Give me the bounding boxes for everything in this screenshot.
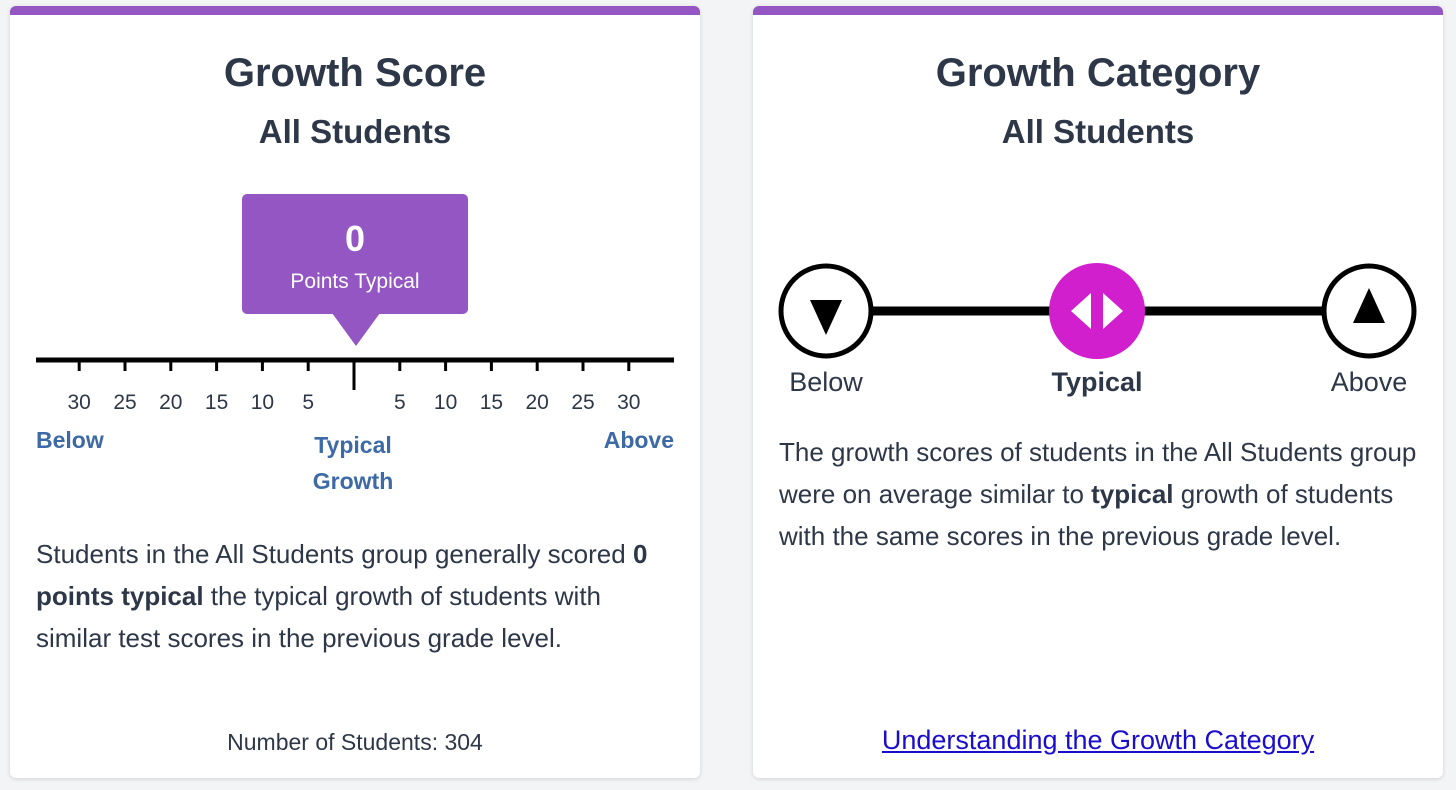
- cat-desc-text-2: growth of students with the same scores …: [779, 479, 1394, 551]
- growth-category-description: The growth scores of students in the All…: [779, 431, 1429, 557]
- category-below-label: Below: [789, 367, 863, 397]
- below-down-arrow-icon: [778, 263, 874, 359]
- scale-above-label: Above: [603, 427, 674, 453]
- student-count: Number of Students: 304: [227, 729, 483, 755]
- scale-tick-label: 10: [433, 391, 458, 414]
- score-tooltip: 0 Points Typical: [242, 194, 468, 314]
- typical-left-right-arrows-icon: [1049, 263, 1145, 359]
- scale-tick-label: 30: [617, 391, 641, 414]
- desc-bold: 0 points typical: [36, 539, 648, 611]
- growth-category-indicator: [778, 263, 1417, 359]
- growth-score-card: Growth Score All Students 0 Points Typic…: [10, 6, 700, 778]
- scale-tick-label: 20: [525, 391, 549, 414]
- scale-tick-label: 20: [159, 391, 183, 414]
- scale-typical-line1: Typical: [314, 432, 392, 458]
- scale-tick-label: 30: [67, 391, 91, 414]
- desc-text-1: Students in the All Students group gener…: [36, 539, 633, 569]
- score-label: Points Typical: [290, 270, 420, 293]
- desc-text-2: the typical growth of students with simi…: [36, 581, 602, 653]
- scale-below-label: Below: [36, 427, 104, 453]
- scale-tick-label: 15: [204, 391, 229, 414]
- scale-tick-label: 25: [113, 391, 137, 414]
- score-value: 0: [344, 218, 366, 259]
- cat-desc-text-1: The growth scores of students in the All…: [779, 437, 1417, 509]
- growth-scale-axis: [36, 357, 674, 390]
- category-typical-label: Typical: [1051, 367, 1143, 397]
- above-up-arrow-icon: [1321, 263, 1417, 359]
- growth-score-title: Growth Score: [223, 51, 487, 95]
- growth-score-description: Students in the All Students group gener…: [36, 533, 676, 659]
- scale-tick-label: 15: [479, 391, 504, 414]
- category-above-label: Above: [1330, 367, 1408, 397]
- score-pointer-arrow: [332, 313, 380, 346]
- growth-category-title: Growth Category: [935, 51, 1261, 95]
- growth-category-subtitle: All Students: [1001, 113, 1195, 150]
- growth-category-card: Growth Category All Students Below Typic…: [753, 6, 1443, 778]
- scale-tick-label: 5: [393, 391, 406, 414]
- cat-desc-bold: typical: [1091, 479, 1174, 509]
- scale-typical-line2: Growth: [312, 468, 394, 494]
- scale-typical-label: Typical Growth: [300, 427, 406, 499]
- understanding-growth-category-link[interactable]: Understanding the Growth Category: [881, 725, 1315, 755]
- scale-tick-label: 25: [571, 391, 595, 414]
- growth-score-subtitle: All Students: [258, 113, 452, 150]
- scale-tick-label: 10: [250, 391, 275, 414]
- scale-tick-label: 5: [302, 391, 315, 414]
